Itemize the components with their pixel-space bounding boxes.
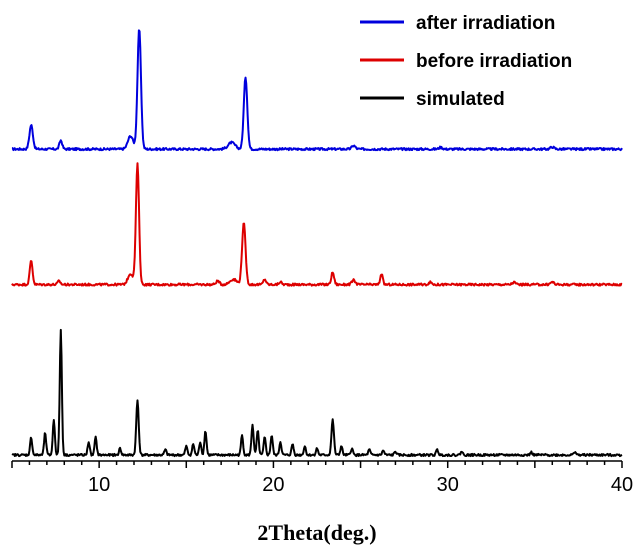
- x-axis-ticks: 10 20 30 40: [11, 461, 633, 496]
- legend-label: after irradiation: [416, 13, 555, 34]
- plot-area: [11, 29, 623, 458]
- x-tick-label: 20: [262, 474, 284, 496]
- legend: after irradiation before irradiation simul…: [360, 13, 572, 110]
- legend-label: before irradiation: [416, 51, 572, 72]
- series-line-after-irradiation: [11, 29, 623, 152]
- series-line-before-irradiation: [11, 162, 623, 287]
- x-tick-label: 40: [611, 474, 633, 496]
- x-axis-title: 2Theta(deg.): [257, 520, 376, 545]
- legend-label: simulated: [416, 89, 505, 110]
- x-tick-label: 10: [88, 474, 110, 496]
- series-line-simulated: [11, 328, 623, 458]
- x-tick-label: 30: [437, 474, 459, 496]
